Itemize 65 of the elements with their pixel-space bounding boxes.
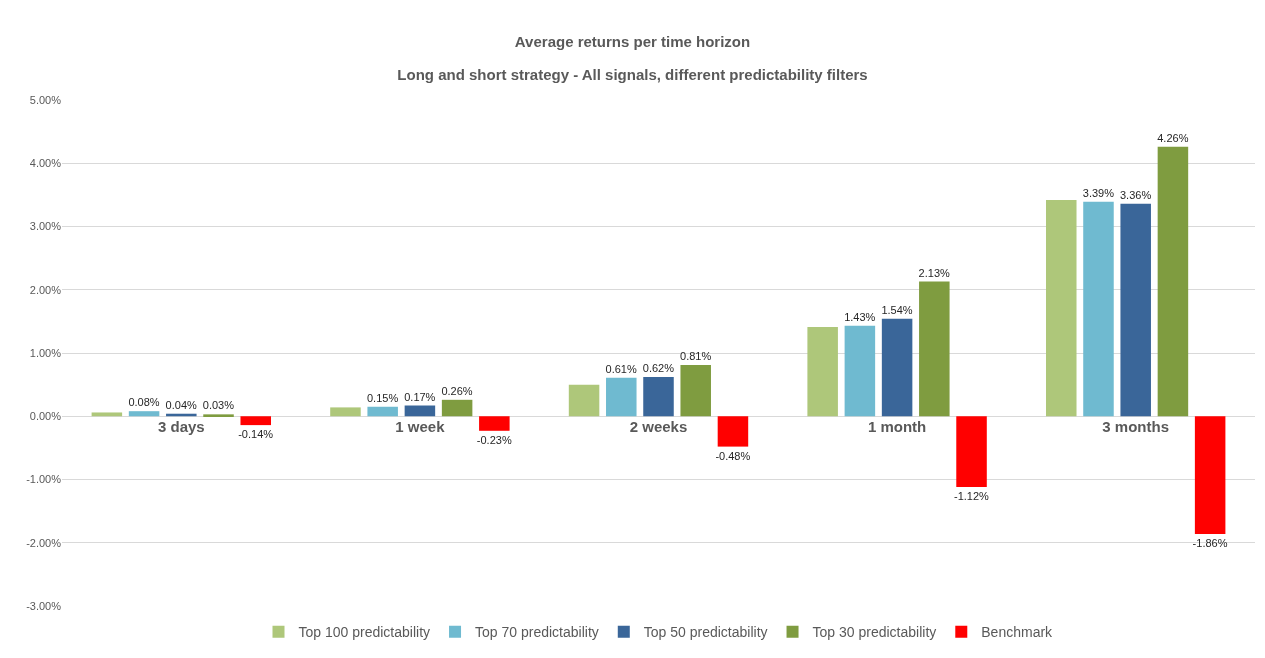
bar — [643, 377, 674, 417]
x-tick-label: 1 week — [395, 418, 446, 436]
bar — [919, 281, 950, 417]
bar — [330, 407, 361, 417]
bar — [479, 416, 510, 431]
bar — [1194, 416, 1226, 534]
bar — [717, 416, 749, 447]
y-tick-label: 0.00% — [29, 410, 62, 423]
chart-subtitle: Long and short strategy - All signals, different predictability filters — [397, 65, 868, 83]
bar — [91, 412, 123, 417]
data-label: -0.14% — [238, 428, 274, 441]
x-tick-label: 1 month — [867, 418, 927, 436]
y-tick-label: 5.00% — [29, 93, 62, 106]
data-label: 4.26% — [1157, 131, 1189, 144]
y-tick-label: -2.00% — [26, 536, 62, 549]
legend-label: Top 100 predictability — [298, 624, 431, 641]
data-label: 0.26% — [441, 384, 473, 397]
data-label: 0.61% — [605, 362, 637, 375]
bar — [240, 416, 271, 426]
data-label: 3.39% — [1082, 186, 1115, 199]
x-tick-label: 2 weeks — [629, 418, 688, 436]
data-label: 0.15% — [366, 391, 399, 404]
bar — [956, 416, 987, 488]
data-label: -1.12% — [954, 490, 990, 503]
data-label: 0.62% — [642, 362, 675, 375]
bar — [807, 327, 838, 417]
bar — [441, 399, 473, 417]
data-label: 3.36% — [1120, 188, 1152, 201]
y-tick-label: -1.00% — [26, 473, 62, 486]
data-label: -0.48% — [715, 449, 751, 462]
bar — [128, 411, 160, 417]
data-label: 1.54% — [881, 303, 913, 316]
data-label: -1.86% — [1192, 536, 1228, 549]
chart-title: Average returns per time horizon — [514, 33, 751, 51]
bar — [1046, 199, 1077, 417]
data-label: 0.08% — [128, 396, 160, 409]
x-tick-label: 3 months — [1102, 418, 1170, 436]
data-label: 0.03% — [202, 399, 235, 412]
data-label: 0.04% — [165, 398, 197, 411]
legend-label: Top 30 predictability — [812, 624, 937, 641]
bar — [568, 384, 600, 417]
y-tick-label: 4.00% — [29, 157, 62, 170]
data-label: -0.23% — [476, 433, 512, 446]
bar — [203, 414, 234, 417]
bar — [606, 377, 637, 417]
data-label: 0.17% — [404, 390, 436, 403]
legend-label: Top 70 predictability — [475, 624, 599, 641]
bar — [1083, 201, 1114, 417]
bar — [1120, 203, 1151, 417]
bar — [881, 318, 913, 417]
data-label: 1.43% — [844, 310, 876, 323]
bar — [367, 406, 398, 417]
bar — [1157, 146, 1189, 417]
legend-label: Benchmark — [981, 624, 1054, 641]
y-tick-label: 2.00% — [29, 283, 62, 296]
bar — [680, 365, 711, 417]
bar — [404, 405, 436, 417]
bar — [844, 325, 876, 417]
data-label: 0.81% — [680, 350, 712, 363]
data-label: 2.13% — [918, 266, 951, 279]
x-tick-label: 3 days — [157, 418, 205, 436]
y-tick-label: 3.00% — [29, 220, 62, 233]
y-tick-label: 1.00% — [29, 346, 62, 359]
y-tick-label: -3.00% — [26, 599, 62, 612]
legend-label: Top 50 predictability — [643, 624, 768, 641]
